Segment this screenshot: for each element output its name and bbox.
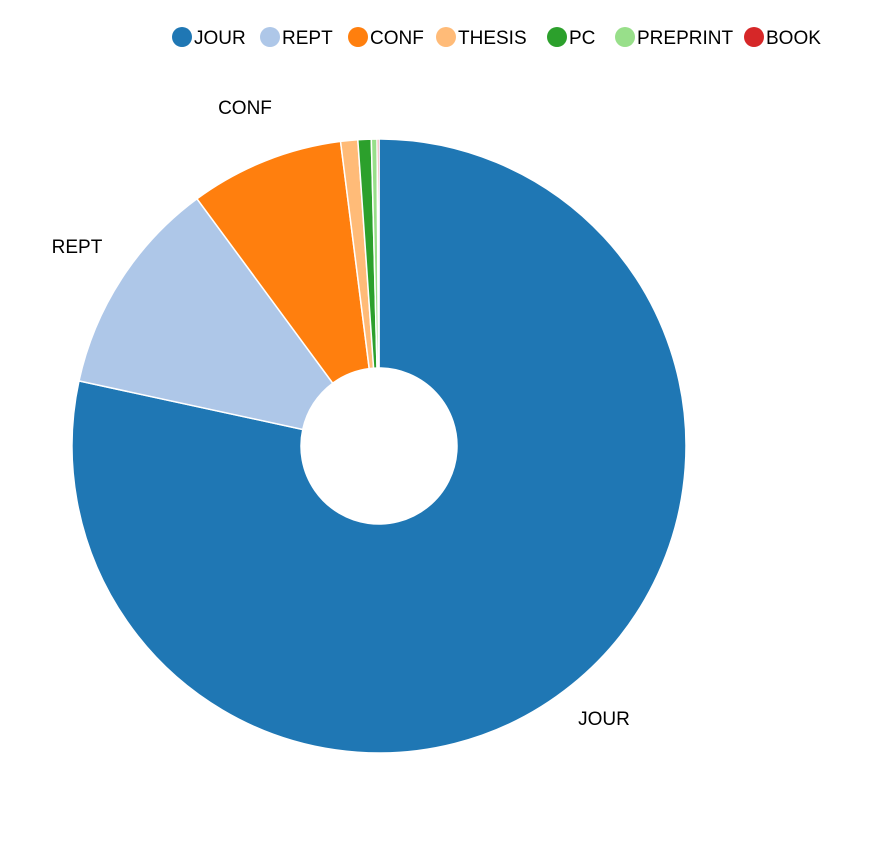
slice-conf[interactable] [195, 140, 371, 385]
slice-jour[interactable] [71, 138, 687, 754]
legend-item-thesis[interactable]: THESIS [436, 27, 527, 49]
legend-label-book: BOOK [766, 28, 821, 49]
legend-swatch-rept [260, 27, 280, 47]
legend-label-conf: CONF [370, 28, 424, 49]
legend: JOUR REPT CONF THESIS PC PREPRINT BOOK [172, 27, 821, 49]
legend-label-preprint: PREPRINT [637, 28, 733, 49]
legend-item-jour[interactable]: JOUR [172, 27, 246, 49]
legend-item-book[interactable]: BOOK [744, 27, 821, 49]
slice-rept[interactable] [78, 197, 334, 431]
legend-label-thesis: THESIS [458, 28, 527, 49]
slice-label-jour: JOUR [578, 709, 630, 730]
legend-item-conf[interactable]: CONF [348, 27, 424, 49]
slice-label-rept: REPT [52, 237, 103, 258]
legend-swatch-conf [348, 27, 368, 47]
legend-swatch-thesis [436, 27, 456, 47]
legend-label-jour: JOUR [194, 28, 246, 49]
legend-item-rept[interactable]: REPT [260, 27, 333, 49]
legend-swatch-preprint [615, 27, 635, 47]
legend-swatch-pc [547, 27, 567, 47]
legend-swatch-book [744, 27, 764, 47]
slice-book[interactable] [376, 138, 380, 369]
legend-label-rept: REPT [282, 28, 333, 49]
slice-label-conf: CONF [218, 98, 272, 119]
legend-item-pc[interactable]: PC [547, 27, 595, 49]
donut-slices [71, 138, 687, 754]
legend-label-pc: PC [569, 28, 595, 49]
slice-labels: JOUR REPT CONF [52, 98, 630, 730]
legend-swatch-jour [172, 27, 192, 47]
legend-item-preprint[interactable]: PREPRINT [615, 27, 733, 49]
